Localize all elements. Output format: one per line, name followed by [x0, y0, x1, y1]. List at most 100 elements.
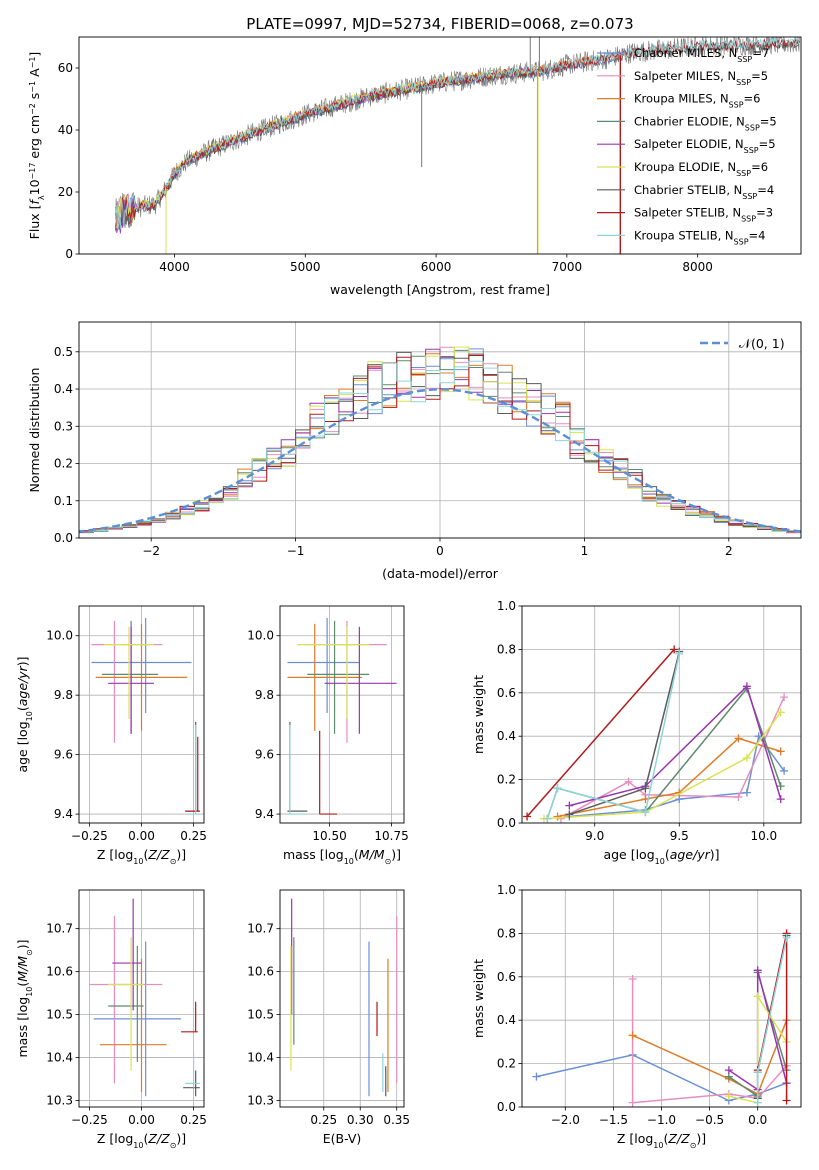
- y-tick-label: 9.8: [54, 688, 73, 702]
- legend-label: Salpeter ELODIE, NSSP=5: [634, 137, 776, 155]
- weight-point: [742, 682, 751, 691]
- histogram-step: [79, 360, 801, 535]
- weight-point: [776, 747, 785, 756]
- axes-frame: [521, 605, 802, 824]
- weight-line: [526, 648, 675, 817]
- y-tick-label: 1.0: [497, 599, 516, 613]
- legend-label: Kroupa STELIB, NSSP=4: [634, 228, 765, 246]
- y-tick-label: 10.5: [247, 1008, 274, 1022]
- legend-label: Kroupa MILES, NSSP=6: [634, 92, 760, 110]
- x-tick-label: 0: [436, 544, 444, 558]
- weight-point: [628, 974, 637, 983]
- panel-mass_vs_Z: −0.25 0.00 0.25 10.3 10.4 10.5 10.6 10.7 Z [log1…: [15, 889, 207, 1150]
- x-tick-label: −0.25: [71, 1113, 108, 1127]
- weight-point: [641, 808, 650, 817]
- weight-line: [728, 993, 788, 1104]
- x-tick-label: 10.50: [312, 829, 346, 843]
- panel-spectrum: PLATE=0997, MJD=52734, FIBERID=0068, z=0…: [27, 15, 802, 297]
- model-spectrum: [115, 67, 541, 232]
- x-tick-label: 10.0: [750, 829, 777, 843]
- weight-point: [553, 784, 562, 793]
- panel-weight_vs_Z: −2.0 −1.5 −1.0 −0.5 0.0 0.0 0.2 0.4 0.6 0.8 1.0 Z […: [471, 883, 802, 1150]
- weight-point: [532, 1072, 541, 1081]
- model-spectrum: [115, 65, 541, 229]
- panel-mass_vs_ebv: 0.25 0.30 0.35 10.3 10.4 10.5 10.6 10.7 E(B-V): [247, 889, 410, 1146]
- legend-label: 𝒩(0, 1): [739, 336, 785, 351]
- legend-label: Salpeter MILES, NSSP=5: [634, 69, 768, 87]
- x-tick-label: −2: [142, 544, 160, 558]
- y-tick-label: 20: [58, 185, 73, 199]
- weight-point: [624, 777, 633, 786]
- axes-frame: [78, 36, 802, 255]
- weight-point: [742, 788, 751, 797]
- x-tick-label: 0.25: [180, 1113, 207, 1127]
- y-tick-label: 9.6: [255, 748, 274, 762]
- y-axis-label: Flux [fλ10−17 erg cm−2 s−1 A−1]: [27, 52, 46, 240]
- weight-line: [546, 653, 681, 819]
- plot-area: [79, 322, 801, 538]
- weight-point: [675, 649, 684, 658]
- y-tick-label: 10.0: [46, 629, 73, 643]
- chart-title: PLATE=0997, MJD=52734, FIBERID=0068, z=0…: [246, 15, 633, 33]
- legend-label: Chabrier ELODIE, NSSP=5: [634, 114, 777, 131]
- axes-frame: [78, 605, 205, 824]
- x-axis-label: wavelength [Angstrom, rest frame]: [330, 282, 550, 297]
- weight-point: [780, 693, 789, 702]
- panel-weight_vs_age: 9.0 9.5 10.0 0.0 0.2 0.4 0.6 0.8 1.0 age [log10(a…: [471, 599, 802, 866]
- y-tick-label: 9.4: [54, 807, 73, 821]
- x-tick-label: 9.5: [670, 829, 689, 843]
- y-tick-label: 0.6: [497, 970, 516, 984]
- panel-age_vs_Z: −0.25 0.00 0.25 9.4 9.6 9.8 10.0 Z [log10(Z/Z⊙)…: [15, 605, 207, 866]
- weight-point: [782, 933, 791, 942]
- legend-label: Chabrier STELIB, NSSP=4: [634, 183, 774, 201]
- weight-point: [543, 814, 552, 823]
- x-tick-label: 0.35: [383, 1113, 410, 1127]
- y-axis-label: mass weight: [471, 675, 486, 754]
- y-tick-label: 0.0: [497, 1100, 516, 1114]
- x-tick-label: −0.5: [695, 1113, 724, 1127]
- y-tick-label: 0.2: [497, 1057, 516, 1071]
- model-spectrum: [115, 66, 541, 234]
- x-tick-label: 0.30: [347, 1113, 374, 1127]
- y-tick-label: 9.6: [54, 748, 73, 762]
- x-tick-label: 9.0: [585, 829, 604, 843]
- y-tick-label: 0: [65, 247, 73, 261]
- weight-point: [670, 645, 679, 654]
- weight-point: [753, 1098, 762, 1107]
- weight-point: [742, 753, 751, 762]
- y-tick-label: 0.6: [497, 686, 516, 700]
- plot-area: [522, 890, 801, 1107]
- x-tick-label: −1: [287, 544, 305, 558]
- gaussian-curve: [79, 388, 801, 533]
- x-axis-label: Z [log10(Z/Z⊙)]: [97, 847, 186, 866]
- x-axis-label: age [log10(age/yr)]: [603, 847, 719, 866]
- y-axis-label: age [log10(age/yr)]: [15, 656, 34, 772]
- plot-area: [79, 890, 204, 1107]
- weight-point: [734, 792, 743, 801]
- y-tick-label: 10.5: [46, 1008, 73, 1022]
- x-tick-label: −0.25: [71, 829, 108, 843]
- axes-frame: [78, 889, 205, 1108]
- weight-point: [776, 708, 785, 717]
- weight-point: [734, 734, 743, 743]
- y-tick-label: 10.0: [247, 629, 274, 643]
- x-axis-label: Z [log10(Z/Z⊙)]: [97, 1131, 186, 1150]
- x-tick-label: 4000: [159, 260, 190, 274]
- y-tick-label: 10.4: [247, 1051, 274, 1065]
- x-tick-label: 0.0: [748, 1113, 767, 1127]
- y-axis-label: mass weight: [471, 959, 486, 1038]
- weight-point: [753, 992, 762, 1001]
- x-axis-label: Z [log10(Z/Z⊙)]: [617, 1131, 706, 1150]
- y-tick-label: 10.7: [247, 922, 274, 936]
- y-tick-label: 0.4: [497, 1013, 516, 1027]
- weight-point: [565, 801, 574, 810]
- y-tick-label: 10.6: [46, 965, 73, 979]
- panel-age_vs_mass: 10.50 10.75 9.4 9.6 9.8 10.0 mass [log10(M/M⊙)…: [247, 605, 409, 866]
- plot-area: [79, 606, 204, 823]
- legend-label: Salpeter STELIB, NSSP=3: [634, 206, 773, 224]
- axes-frame: [521, 889, 802, 1108]
- observed-spectrum: [115, 37, 800, 227]
- y-axis-label: mass [log10(M/M⊙)]: [15, 939, 34, 1057]
- y-tick-label: 10.4: [46, 1051, 73, 1065]
